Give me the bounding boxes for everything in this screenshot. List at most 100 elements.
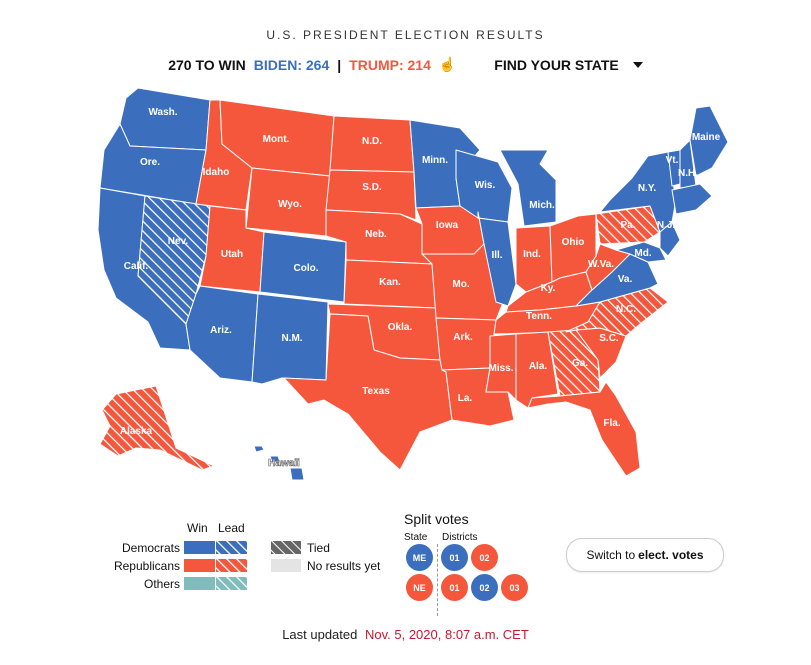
last-updated-label: Last updated	[282, 627, 358, 642]
state-label-nev: Nev.	[168, 236, 189, 247]
state-label-maine: Maine	[692, 132, 721, 143]
state-label-minn: Minn.	[422, 155, 448, 166]
state-new-england-south[interactable]	[671, 183, 713, 215]
state-label-hawaii: Hawaii	[268, 458, 300, 469]
state-label-nh: N.H.	[678, 168, 698, 179]
state-label-wash: Wash.	[148, 107, 177, 118]
to-win-label: 270 TO WIN	[168, 56, 246, 73]
find-state-label: FIND YOUR STATE	[494, 56, 619, 73]
legend-democrats-label: Democrats	[121, 541, 180, 555]
state-label-ind: Ind.	[523, 249, 541, 260]
state-label-mo: Mo.	[452, 279, 469, 290]
switch-elect-votes-button[interactable]: Switch to elect. votes	[566, 538, 724, 572]
state-label-ala: Ala.	[529, 361, 548, 372]
state-label-mich: Mich.	[529, 200, 555, 211]
state-label-vt: Vt.	[666, 155, 679, 166]
state-alaska[interactable]	[99, 385, 215, 471]
legend-dem-lead-swatch	[216, 541, 247, 554]
state-ny[interactable]	[599, 151, 677, 233]
split-me-district-dot: 02	[471, 544, 498, 571]
state-label-neb: Neb.	[365, 229, 387, 240]
state-label-md: Md.	[634, 248, 651, 259]
split-ne-district-dot: 01	[441, 574, 468, 601]
legend-dem-win-swatch	[184, 541, 215, 554]
legend-others-label: Others	[143, 577, 180, 591]
state-maine[interactable]	[689, 105, 729, 177]
state-nc[interactable]	[565, 287, 669, 337]
state-label-nc: N.C.	[616, 304, 636, 315]
split-me-district-dot: 01	[441, 544, 468, 571]
state-label-ark: Ark.	[453, 332, 473, 343]
state-sd[interactable]	[325, 169, 417, 221]
split-divider	[437, 544, 438, 616]
state-ark[interactable]	[435, 317, 497, 371]
state-nj[interactable]	[659, 221, 681, 257]
state-label-nd: N.D.	[362, 136, 382, 147]
legend-no-results-label: No results yet	[307, 559, 381, 573]
split-votes-title: Split votes	[404, 511, 469, 527]
legend-lead-header: Lead	[218, 521, 245, 535]
biden-total: BIDEN: 264	[253, 56, 330, 73]
state-labels: Wash. Ore. Calif. Nev. Idaho Mont. Wyo. Utah Col…	[120, 107, 721, 469]
switch-bold: elect. votes	[638, 548, 704, 562]
state-wash[interactable]	[119, 87, 211, 151]
state-label-la: La.	[458, 393, 473, 404]
last-updated-timestamp: Nov. 5, 2020, 8:07 a.m. CET	[365, 627, 529, 642]
state-label-texas: Texas	[362, 386, 390, 397]
state-label-miss: Miss.	[488, 363, 513, 374]
state-label-tenn: Tenn.	[526, 311, 552, 322]
legend-tied-swatch	[271, 541, 301, 554]
state-label-va: Va.	[618, 274, 633, 285]
state-label-mont: Mont.	[263, 134, 290, 145]
state-ill[interactable]	[477, 211, 517, 307]
split-state-label: State	[404, 532, 428, 543]
split-ne-state-dot: NE	[406, 574, 433, 601]
legend-tied-label: Tied	[307, 541, 330, 555]
state-label-alaska: Alaska	[120, 426, 153, 437]
state-label-calif: Calif.	[124, 261, 149, 272]
split-ne-district-dot: 02	[471, 574, 498, 601]
state-label-ga: Ga.	[572, 358, 588, 369]
state-label-nj: N.J.	[657, 220, 676, 231]
last-updated: Last updated Nov. 5, 2020, 8:07 a.m. CET	[0, 627, 811, 642]
state-label-wva: W.Va.	[588, 259, 614, 270]
state-label-pa: Pa.	[620, 220, 635, 231]
state-mo[interactable]	[421, 243, 505, 321]
state-label-ny: N.Y.	[638, 183, 657, 194]
state-label-iowa: Iowa	[436, 220, 459, 231]
find-state-dropdown[interactable]: FIND YOUR STATE	[494, 56, 643, 73]
legend-no-results-swatch	[271, 559, 301, 572]
legend-republicans-label: Republicans	[113, 559, 180, 573]
state-label-ore: Ore.	[140, 157, 160, 168]
score-bar: 270 TO WIN BIDEN: 264 | TRUMP: 214 ☝ FIN…	[0, 56, 811, 73]
split-ne-district-dot: 03	[501, 574, 528, 601]
state-label-sd: S.D.	[362, 182, 382, 193]
state-texas[interactable]	[283, 313, 453, 471]
state-label-ill: Ill.	[491, 250, 502, 261]
state-md[interactable]	[615, 241, 667, 263]
state-label-wis: Wis.	[475, 180, 496, 191]
state-label-ariz: Ariz.	[210, 325, 232, 336]
state-label-ky: Ky.	[541, 283, 556, 294]
switch-prefix: Switch to	[586, 548, 636, 562]
legend-rep-win-swatch	[184, 559, 215, 572]
pointer-hand-icon: ☝	[438, 56, 457, 72]
state-label-wyo: Wyo.	[278, 199, 302, 210]
state-hawaii[interactable]	[253, 445, 305, 481]
state-label-utah: Utah	[221, 249, 243, 260]
state-label-ohio: Ohio	[562, 237, 585, 248]
legend-oth-win-swatch	[184, 577, 215, 590]
page-title: U.S. PRESIDENT ELECTION RESULTS	[266, 28, 545, 42]
split-districts-label: Districts	[442, 532, 478, 543]
score-separator: |	[337, 56, 342, 73]
state-fla[interactable]	[527, 381, 641, 477]
state-label-idaho: Idaho	[203, 167, 230, 178]
split-me-state-dot: ME	[406, 544, 433, 571]
state-nm[interactable]	[251, 293, 329, 385]
state-label-fla: Fla.	[603, 418, 620, 429]
state-mich[interactable]	[499, 149, 557, 227]
state-label-okla: Okla.	[388, 322, 413, 333]
state-label-sc: S.C.	[599, 333, 619, 344]
trump-total: TRUMP: 214	[349, 56, 431, 73]
